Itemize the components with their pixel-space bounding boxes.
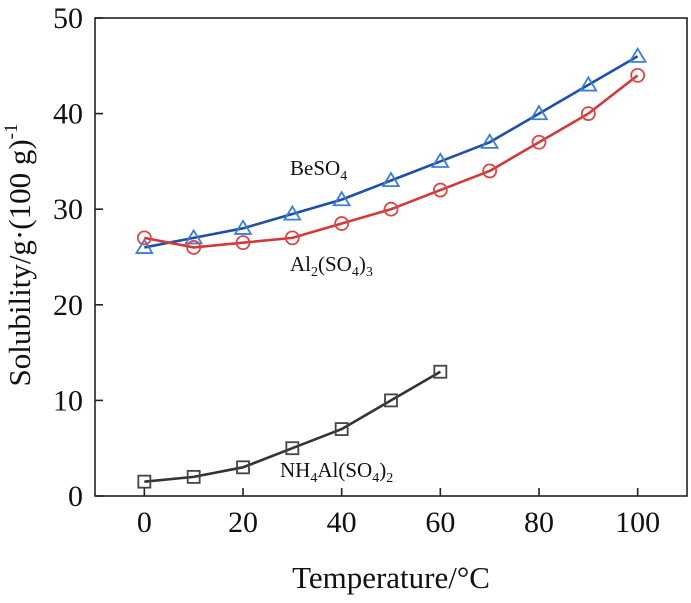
series-2 bbox=[137, 364, 448, 489]
circle-marker bbox=[284, 230, 300, 246]
y-tick-label: 0 bbox=[68, 480, 83, 513]
series-label-2: NH4Al(SO4)2 bbox=[280, 458, 393, 486]
triangle-marker bbox=[134, 238, 154, 254]
triangle-marker bbox=[381, 171, 401, 188]
y-tick-label: 20 bbox=[53, 289, 83, 322]
y-tick-label: 10 bbox=[53, 384, 83, 417]
circle-marker bbox=[334, 216, 350, 231]
triangle-marker bbox=[184, 228, 204, 245]
circle-marker bbox=[432, 182, 448, 198]
x-tick-label: 0 bbox=[137, 506, 152, 539]
series-labels: BeSO4 Al2(SO4)3 NH4Al(SO4)2 bbox=[280, 156, 393, 486]
circle-marker bbox=[186, 240, 202, 255]
series-line bbox=[144, 370, 441, 483]
y-tick-label: 30 bbox=[53, 193, 83, 226]
triangle-marker bbox=[430, 152, 450, 168]
triangle-marker bbox=[628, 46, 648, 63]
triangle-marker bbox=[529, 104, 549, 121]
x-tick-label: 20 bbox=[228, 506, 258, 539]
square-marker bbox=[137, 474, 152, 489]
x-axis-title: Temperature/°C bbox=[292, 560, 490, 595]
series-group bbox=[134, 46, 648, 489]
circle-marker bbox=[383, 201, 399, 217]
square-marker bbox=[384, 393, 398, 408]
circle-marker bbox=[630, 67, 646, 83]
y-tick-label: 40 bbox=[53, 98, 83, 131]
circle-marker bbox=[136, 230, 152, 246]
x-tick-label: 80 bbox=[524, 506, 554, 539]
series-1 bbox=[136, 67, 646, 255]
circle-marker bbox=[482, 163, 498, 179]
circle-marker bbox=[580, 106, 596, 121]
triangle-marker bbox=[282, 204, 302, 221]
series-label-1: Al2(SO4)3 bbox=[290, 252, 373, 280]
series-line bbox=[144, 74, 639, 249]
x-tick-label: 100 bbox=[615, 506, 660, 539]
triangle-marker bbox=[233, 219, 253, 235]
square-marker bbox=[285, 441, 300, 456]
y-tick-label: 50 bbox=[53, 2, 83, 35]
x-tick-label: 60 bbox=[425, 506, 455, 539]
square-marker bbox=[433, 364, 448, 379]
triangle-marker bbox=[332, 190, 352, 207]
circle-marker bbox=[235, 235, 251, 251]
square-marker bbox=[186, 469, 201, 484]
axes: 0 20 40 60 80 100 0 10 20 30 40 50 bbox=[53, 2, 688, 539]
triangle-marker bbox=[480, 133, 500, 149]
y-axis-title-exponent: -1 bbox=[1, 124, 22, 140]
plot-frame bbox=[94, 17, 688, 497]
y-axis-title: Solubility/g·(100 g)-1 bbox=[1, 124, 37, 387]
square-marker bbox=[334, 422, 349, 436]
circle-marker bbox=[531, 134, 547, 150]
series-line bbox=[144, 55, 639, 249]
triangle-marker bbox=[578, 75, 598, 92]
square-marker bbox=[236, 460, 250, 475]
x-tick-label: 40 bbox=[327, 506, 357, 539]
series-label-0: BeSO4 bbox=[290, 156, 347, 184]
y-axis-title-main: Solubility/g·(100 g) bbox=[2, 139, 37, 386]
series-0 bbox=[134, 46, 648, 254]
